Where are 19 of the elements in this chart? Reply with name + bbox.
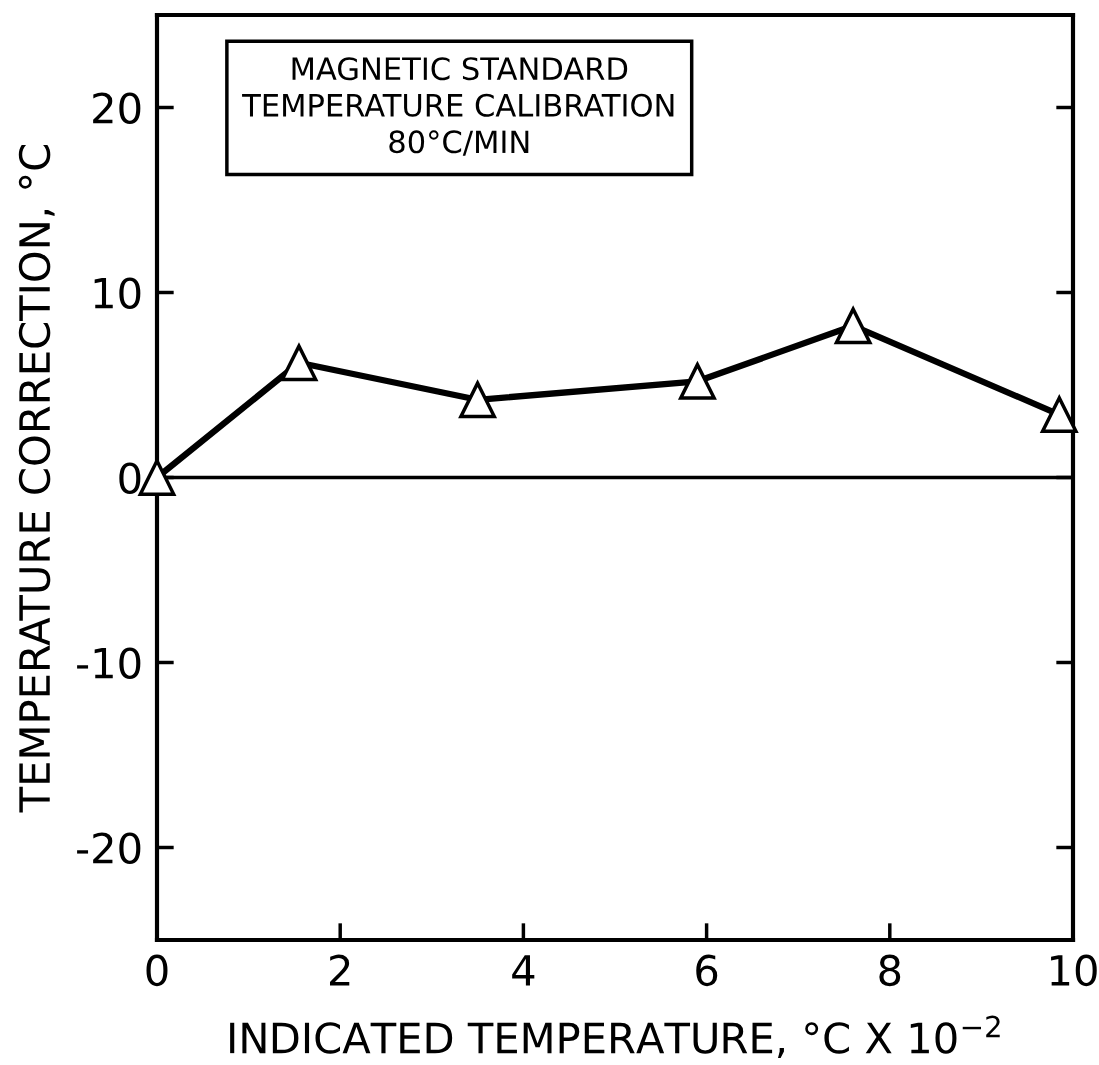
point	[834, 307, 872, 345]
annotation: MAGNETIC STANDARD TEMPERATURE CALIBRATION 80°C/MIN	[242, 57, 674, 156]
x-tick-label: 6	[696, 954, 718, 987]
x-tick-label: 10	[1051, 954, 1097, 987]
y-tick-label: 0	[119, 462, 141, 494]
y-tick-label: 20	[93, 92, 141, 124]
y-tick-label: -10	[77, 647, 141, 679]
x-tick-label: 8	[879, 954, 901, 987]
x-axis-title: INDICATED TEMPERATURE, °C X 10$^{−2}$	[230, 1015, 1000, 1058]
point	[459, 381, 497, 419]
point	[1040, 396, 1078, 434]
point	[280, 344, 318, 382]
y-tick-label: -20	[77, 832, 141, 864]
x-tick-label: 4	[512, 955, 535, 986]
y-axis-title: TEMPERATURE CORRECTION, °C	[18, 144, 55, 813]
y-tick-label: 10	[94, 277, 141, 309]
x-tick-label: 0	[146, 954, 168, 987]
point	[678, 360, 717, 400]
x-tick-label: 2	[330, 954, 350, 986]
